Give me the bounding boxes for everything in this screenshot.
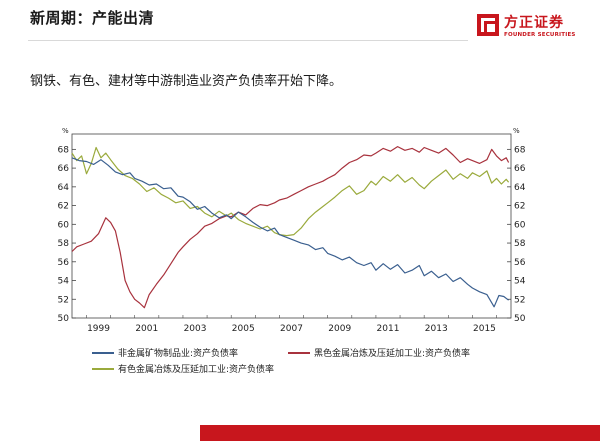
left-y-tick-label: 64	[58, 183, 70, 193]
footer-brand-bar	[200, 425, 600, 441]
x-tick-label: 2015	[473, 324, 496, 334]
left-y-tick-label: 54	[58, 277, 70, 287]
logo-name-en: FOUNDER SECURITIES	[504, 32, 576, 38]
right-y-tick-label: 54	[514, 277, 526, 287]
right-y-tick-label: 56	[514, 258, 526, 268]
left-axis-unit: %	[62, 127, 69, 135]
x-tick-label: 2013	[425, 324, 448, 334]
slide-subtitle: 钢铁、有色、建材等中游制造业资产负债率开始下降。	[30, 74, 343, 89]
x-tick-label: 2005	[232, 324, 255, 334]
left-y-tick-label: 56	[58, 258, 70, 268]
slide-title: 新周期：产能出清	[30, 9, 155, 27]
x-tick-label: 2001	[135, 324, 158, 334]
founder-logo-icon	[477, 14, 499, 36]
series-line-2	[71, 146, 510, 237]
right-y-tick-label: 50	[514, 314, 526, 324]
left-y-tick-label: 62	[58, 202, 69, 212]
founder-securities-logo: 方正证券 FOUNDER SECURITIES	[477, 10, 587, 44]
right-y-tick-label: 62	[514, 202, 525, 212]
right-y-tick-label: 52	[514, 295, 525, 305]
x-tick-label: 2011	[377, 324, 400, 334]
x-tick-label: 2003	[184, 324, 207, 334]
x-tick-label: 1999	[87, 324, 110, 334]
right-y-tick-label: 66	[514, 164, 526, 174]
right-y-tick-label: 58	[514, 239, 526, 249]
logo-name-cn: 方正证券	[504, 15, 564, 31]
series-line-0	[71, 157, 509, 308]
x-tick-label: 2007	[280, 324, 303, 334]
right-y-tick-label: 68	[514, 145, 526, 155]
title-divider	[28, 40, 468, 41]
left-y-tick-label: 66	[58, 164, 70, 174]
line-chart: 50 50 52 52 54 54 56 56 58 58 60 60 62 62 64 64 66 66 68 68…	[58, 127, 526, 334]
footer-spacer	[0, 425, 200, 441]
left-y-tick-label: 58	[58, 239, 70, 249]
series-line-1	[71, 146, 510, 309]
left-y-tick-label: 60	[58, 220, 70, 230]
left-y-tick-label: 52	[58, 295, 69, 305]
x-tick-label: 2009	[328, 324, 351, 334]
left-y-tick-label: 50	[58, 314, 70, 324]
right-y-tick-label: 64	[514, 183, 526, 193]
left-y-tick-label: 68	[58, 145, 70, 155]
chart-panel: 50 50 52 52 54 54 56 56 58 58 60 60 62 62 64 64 66 66 68 68…	[50, 120, 535, 382]
plot-frame	[71, 133, 512, 319]
right-y-tick-label: 60	[514, 220, 526, 230]
right-axis-unit: %	[513, 127, 520, 135]
